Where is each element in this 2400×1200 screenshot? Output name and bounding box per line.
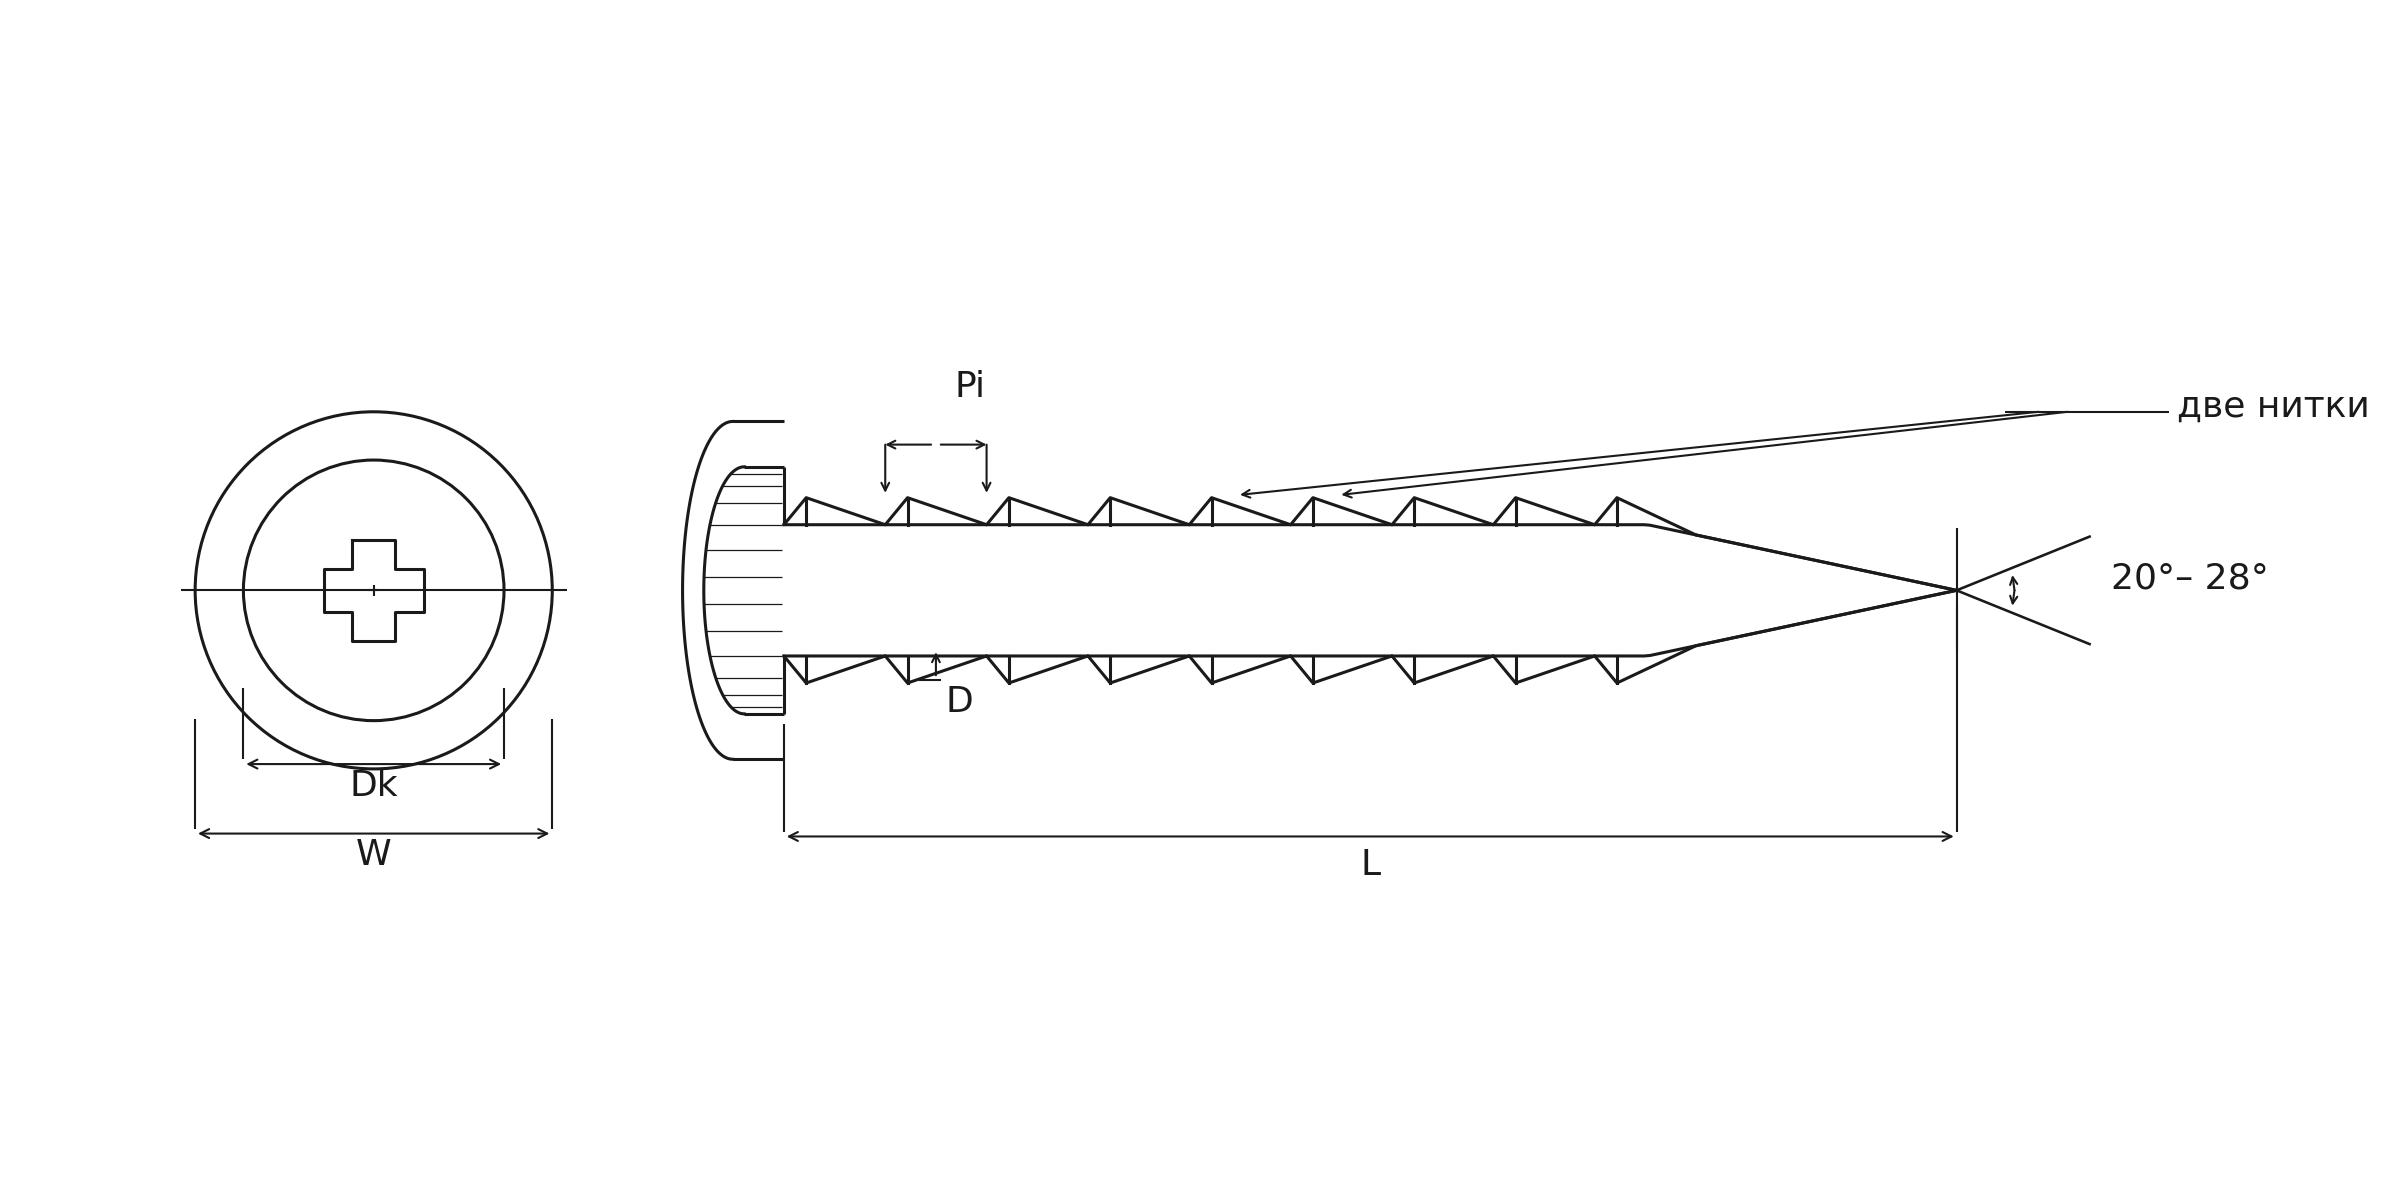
Text: две нитки: две нитки — [2177, 390, 2369, 424]
Text: 20°– 28°: 20°– 28° — [2112, 562, 2268, 595]
Text: Dk: Dk — [350, 769, 398, 803]
Text: W: W — [355, 839, 391, 872]
Text: L: L — [1361, 848, 1380, 882]
Text: Pi: Pi — [955, 370, 984, 404]
Text: D: D — [946, 685, 974, 719]
